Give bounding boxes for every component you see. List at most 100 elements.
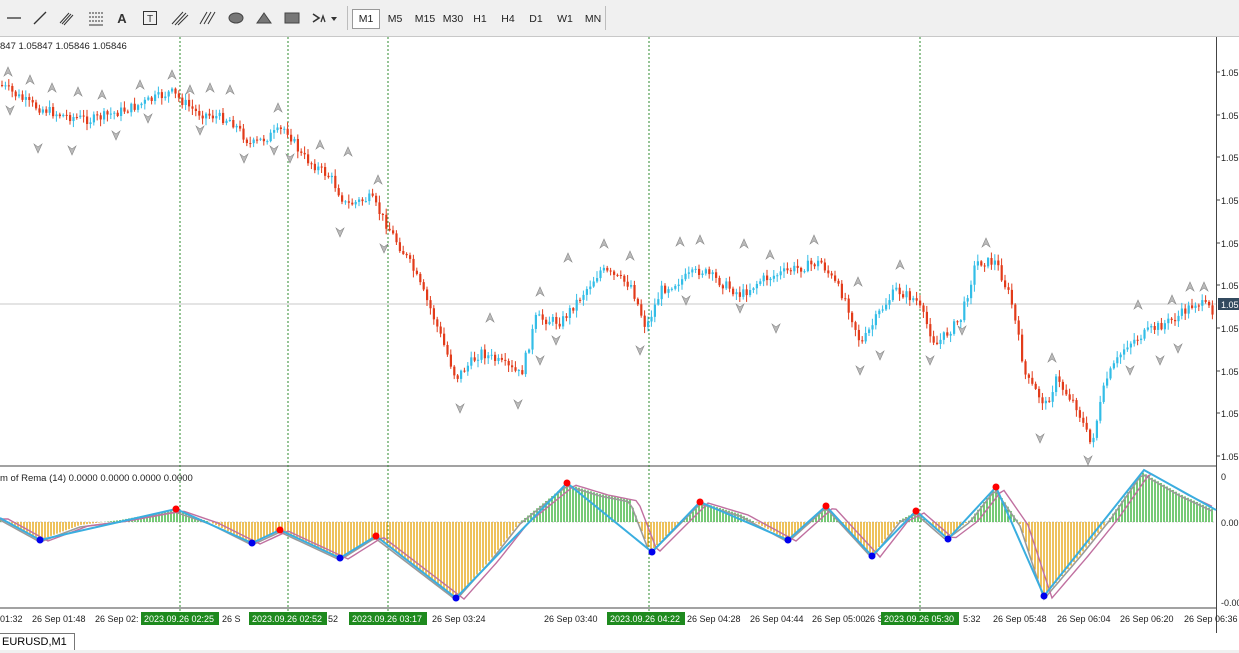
- candle-body: [1157, 322, 1160, 330]
- chart-canvas[interactable]: 1.05 1.05 1.05 1.05 1.05 1.05 1.05 1.05 1.05 1.05…: [0, 37, 1239, 633]
- candle-body: [1034, 383, 1037, 389]
- time-highlight-label: 2023.09.26 02:25: [144, 614, 214, 624]
- horizontal-line-tool-icon[interactable]: [2, 7, 26, 29]
- candle-body: [895, 287, 898, 290]
- time-axis-label: 26 S: [222, 614, 241, 624]
- candle-body: [1044, 400, 1047, 404]
- candle-body: [1058, 376, 1061, 382]
- candle-body: [949, 333, 952, 336]
- candle-body: [303, 152, 306, 155]
- fractal-down-marker: [1125, 365, 1135, 376]
- candle-body: [273, 130, 276, 133]
- cycle-lines-tool-icon[interactable]: [196, 7, 220, 29]
- time-highlight-badge: [249, 612, 327, 625]
- candle-body: [38, 108, 41, 113]
- candle-body: [820, 260, 823, 263]
- candle-body: [504, 359, 507, 361]
- candle-body: [626, 281, 629, 287]
- candle-body: [72, 117, 75, 122]
- fractal-up-marker: [343, 146, 353, 157]
- candle-body: [548, 321, 551, 325]
- fractal-up-marker: [1047, 352, 1057, 363]
- trendline-tool-icon[interactable]: [28, 7, 52, 29]
- zigzag-trough-dot: [452, 594, 460, 602]
- candle-body: [174, 88, 177, 94]
- time-highlight-label: 2023.09.26 03:17: [352, 614, 422, 624]
- fractal-up-marker: [97, 89, 107, 100]
- text-label-tool-icon[interactable]: T: [138, 7, 162, 29]
- candle-body: [1099, 401, 1102, 421]
- fractal-down-marker: [195, 125, 205, 136]
- time-axis-label: 26 Sep 03:24: [432, 614, 486, 624]
- text-tool-icon[interactable]: A: [117, 10, 127, 26]
- arrows-dropdown-icon[interactable]: [308, 7, 340, 29]
- ellipse-tool-icon[interactable]: [224, 7, 248, 29]
- fractal-up-marker: [73, 86, 83, 97]
- zigzag-line: [0, 468, 1217, 600]
- candle-body: [205, 113, 208, 119]
- candle-body: [854, 322, 857, 330]
- timeframe-mn[interactable]: MN: [584, 13, 602, 25]
- candle-body: [177, 93, 180, 98]
- fractal-up-marker: [1199, 281, 1209, 292]
- fractal-down-marker: [1155, 355, 1165, 366]
- candle-body: [290, 134, 293, 142]
- time-highlight-badge: [607, 612, 685, 625]
- candle-body: [470, 357, 473, 366]
- candle-body: [551, 316, 554, 322]
- timeframe-h1[interactable]: H1: [473, 13, 487, 25]
- price-scale-label: 1.05: [1221, 239, 1239, 249]
- candle-body: [256, 139, 259, 141]
- candle-body: [123, 107, 126, 112]
- candle-body: [647, 321, 650, 327]
- timeframe-m5[interactable]: M5: [387, 13, 403, 25]
- candle-body: [453, 366, 456, 376]
- candle-body: [79, 115, 82, 118]
- timeframe-m15[interactable]: M15: [414, 13, 436, 25]
- candle-body: [868, 329, 871, 333]
- candle-body: [715, 272, 718, 278]
- candle-body: [871, 325, 874, 330]
- svg-text:T: T: [147, 14, 153, 25]
- candle-body: [946, 332, 949, 336]
- timeframe-h4[interactable]: H4: [501, 13, 515, 25]
- candle-body: [436, 319, 439, 327]
- timeframe-m30[interactable]: M30: [442, 13, 464, 25]
- candle-body: [1109, 368, 1112, 379]
- chart-window[interactable]: 1.05 1.05 1.05 1.05 1.05 1.05 1.05 1.05 1.05 1.05…: [0, 37, 1239, 633]
- fractal-up-marker: [1185, 281, 1195, 292]
- gann-tool-icon[interactable]: [168, 7, 192, 29]
- candle-body: [82, 115, 85, 117]
- price-scale-label: 1.05: [1221, 409, 1239, 419]
- candle-body: [857, 329, 860, 341]
- fibonacci-tool-icon[interactable]: [84, 7, 108, 29]
- timeframe-m1[interactable]: M1: [352, 9, 380, 29]
- triangle-tool-icon[interactable]: [252, 7, 276, 29]
- timeframe-d1[interactable]: D1: [529, 13, 543, 25]
- candle-body: [1143, 329, 1146, 339]
- candle-body: [402, 251, 405, 254]
- candle-body: [249, 143, 252, 145]
- fractal-up-marker: [535, 286, 545, 297]
- candle-body: [966, 298, 969, 302]
- candle-body: [589, 286, 592, 290]
- candle-body: [324, 167, 327, 176]
- candle-body: [1068, 394, 1071, 400]
- candle-body: [422, 282, 425, 290]
- chart-tab-eurusd[interactable]: EURUSD,M1: [0, 633, 75, 652]
- candle-body: [915, 298, 918, 301]
- candle-body: [762, 275, 765, 282]
- candle-body: [885, 304, 888, 310]
- candle-body: [874, 314, 877, 326]
- candle-body: [776, 275, 779, 277]
- fractal-up-marker: [3, 66, 13, 77]
- candle-body: [711, 272, 714, 275]
- candle-body: [320, 166, 323, 168]
- equidistant-channel-tool-icon[interactable]: [56, 7, 80, 29]
- candle-body: [208, 113, 211, 116]
- zigzag-trough-dot: [248, 539, 256, 547]
- candle-body: [446, 344, 449, 355]
- rectangle-tool-icon[interactable]: [280, 7, 304, 29]
- timeframe-w1[interactable]: W1: [557, 13, 573, 25]
- candle-body: [456, 375, 459, 379]
